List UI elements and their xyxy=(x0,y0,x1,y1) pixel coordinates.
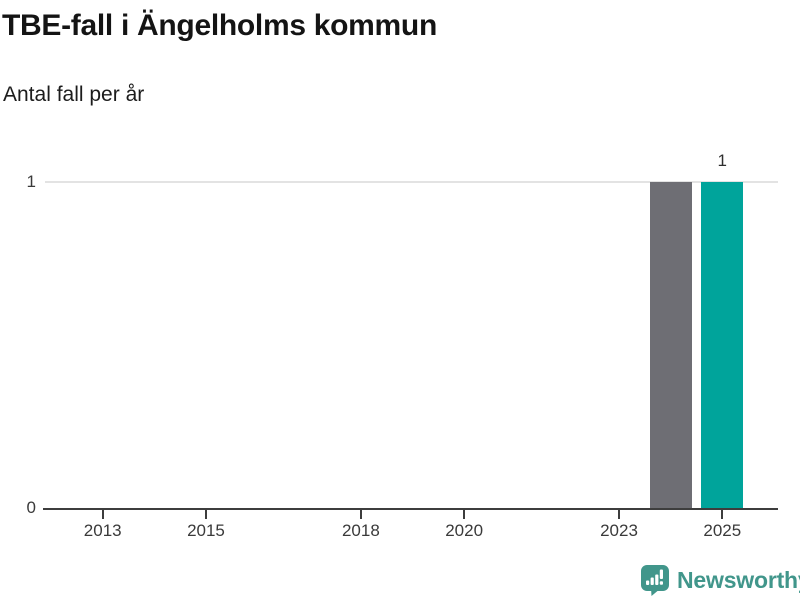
x-axis-tick xyxy=(618,510,621,519)
x-axis-tick-label: 2020 xyxy=(445,521,484,540)
x-axis-tick-label: 2018 xyxy=(341,521,380,540)
brand-name: Newsworthy xyxy=(677,567,800,593)
bar-value-label: 1 xyxy=(717,150,728,170)
chart-title: TBE-fall i Ängelholms kommun xyxy=(2,9,437,42)
x-axis-tick-label: 2015 xyxy=(187,521,225,540)
x-axis-tick-label: 2023 xyxy=(600,521,638,540)
x-axis-tick xyxy=(463,510,466,519)
x-axis-tick xyxy=(204,510,207,519)
x-axis-tick xyxy=(101,510,104,519)
x-axis-tick xyxy=(721,510,724,519)
y-axis-tick-label: 1 xyxy=(26,171,36,191)
bar-2025 xyxy=(701,181,744,508)
speech-bubble-shape xyxy=(641,565,669,596)
gridline xyxy=(45,180,778,183)
brand-footer: Newsworthy xyxy=(641,565,800,596)
chart-subtitle: Antal fall per år xyxy=(3,83,145,106)
bar-chart-glyph xyxy=(646,569,663,585)
newsworthy-speech-bubble-chart-icon xyxy=(641,565,669,596)
y-axis-tick-label: 0 xyxy=(26,497,36,517)
x-axis-line xyxy=(43,507,778,510)
x-axis-tick-label: 2025 xyxy=(703,521,742,540)
bar-2024 xyxy=(649,181,692,508)
x-axis-tick-label: 2013 xyxy=(83,521,122,540)
x-axis-tick xyxy=(359,510,362,519)
